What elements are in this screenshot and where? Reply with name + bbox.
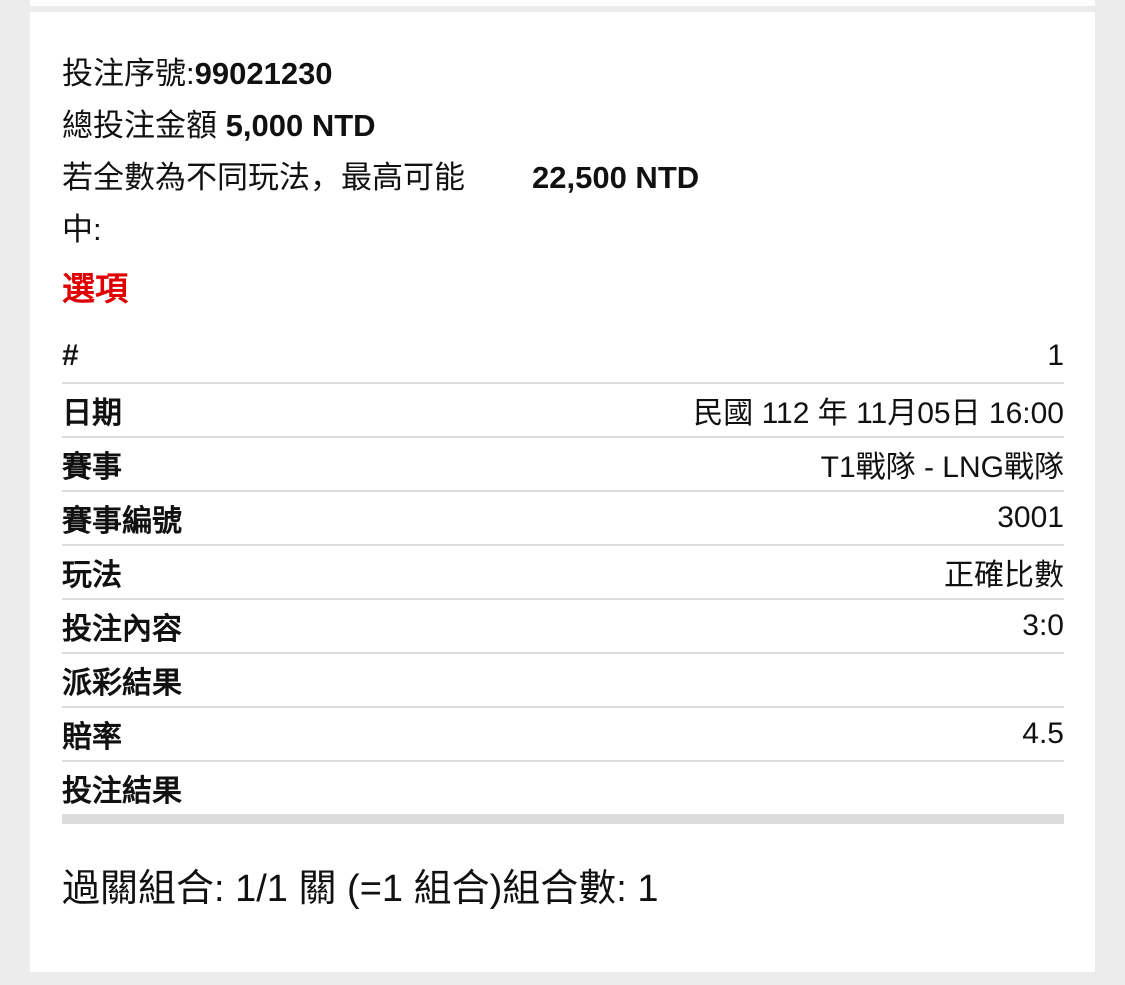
row-label: #: [62, 339, 79, 372]
serial-line: 投注序號:99021230: [62, 48, 762, 100]
table-row: 賠率 4.5: [62, 708, 1064, 762]
table-row: 日期 民國 112 年 11月05日 16:00: [62, 384, 1064, 438]
bet-details-table: #1 日期 民國 112 年 11月05日 16:00 賽事 T1戰隊 - LNG戰…: [62, 330, 1064, 824]
max-payout-label-line2: 中:: [62, 212, 102, 247]
table-row: 投注結果: [62, 762, 1064, 824]
table-row: 賽事編號 3001: [62, 492, 1064, 546]
row-value: 民國 112 年 11月05日 16:00: [693, 397, 1064, 430]
row-label: 日期: [62, 397, 122, 430]
row-value: 3001: [997, 501, 1064, 534]
row-label: 賽事編號: [62, 505, 182, 538]
total-value: 5,000 NTD: [225, 108, 376, 143]
table-row: #1: [62, 330, 1064, 384]
total-line: 總投注金額 5,000 NTD: [62, 100, 762, 152]
row-value: T1戰隊 - LNG戰隊: [820, 451, 1064, 484]
row-label: 投注結果: [62, 775, 182, 808]
total-label: 總投注金額: [62, 108, 217, 143]
max-payout-line: 若全數為不同玩法，最高可能 中: 22,500 NTD: [62, 152, 762, 256]
row-value: 4.5: [1022, 717, 1064, 750]
parlay-combination: 過關組合: 1/1 關 (=1 組合)組合數: 1: [62, 868, 659, 910]
table-row: 玩法 正確比數: [62, 546, 1064, 600]
row-label: 賽事: [62, 451, 122, 484]
row-label: 派彩結果: [62, 667, 182, 700]
row-value: 1: [1047, 339, 1064, 372]
bet-slip-card: 投注序號:99021230 總投注金額 5,000 NTD 若全數為不同玩法，最…: [30, 12, 1095, 972]
serial-label: 投注序號:: [62, 56, 195, 91]
section-title: 選項: [62, 270, 128, 307]
serial-value: 99021230: [194, 56, 333, 91]
table-row: 賽事 T1戰隊 - LNG戰隊: [62, 438, 1064, 492]
previous-card: [30, 0, 1095, 6]
max-payout-value: 22,500 NTD: [532, 160, 700, 195]
max-payout-label: 若全數為不同玩法，最高可能 中:: [62, 152, 532, 256]
row-label: 投注內容: [62, 613, 182, 646]
row-label: 賠率: [62, 721, 122, 754]
table-row: 投注內容 3:0: [62, 600, 1064, 654]
max-payout-label-line1: 若全數為不同玩法，最高可能: [62, 160, 465, 195]
bet-summary: 投注序號:99021230 總投注金額 5,000 NTD 若全數為不同玩法，最…: [62, 48, 762, 256]
table-row: 派彩結果: [62, 654, 1064, 708]
row-label: 玩法: [62, 559, 122, 592]
row-value: 3:0: [1022, 609, 1064, 642]
row-value: 正確比數: [944, 559, 1064, 592]
